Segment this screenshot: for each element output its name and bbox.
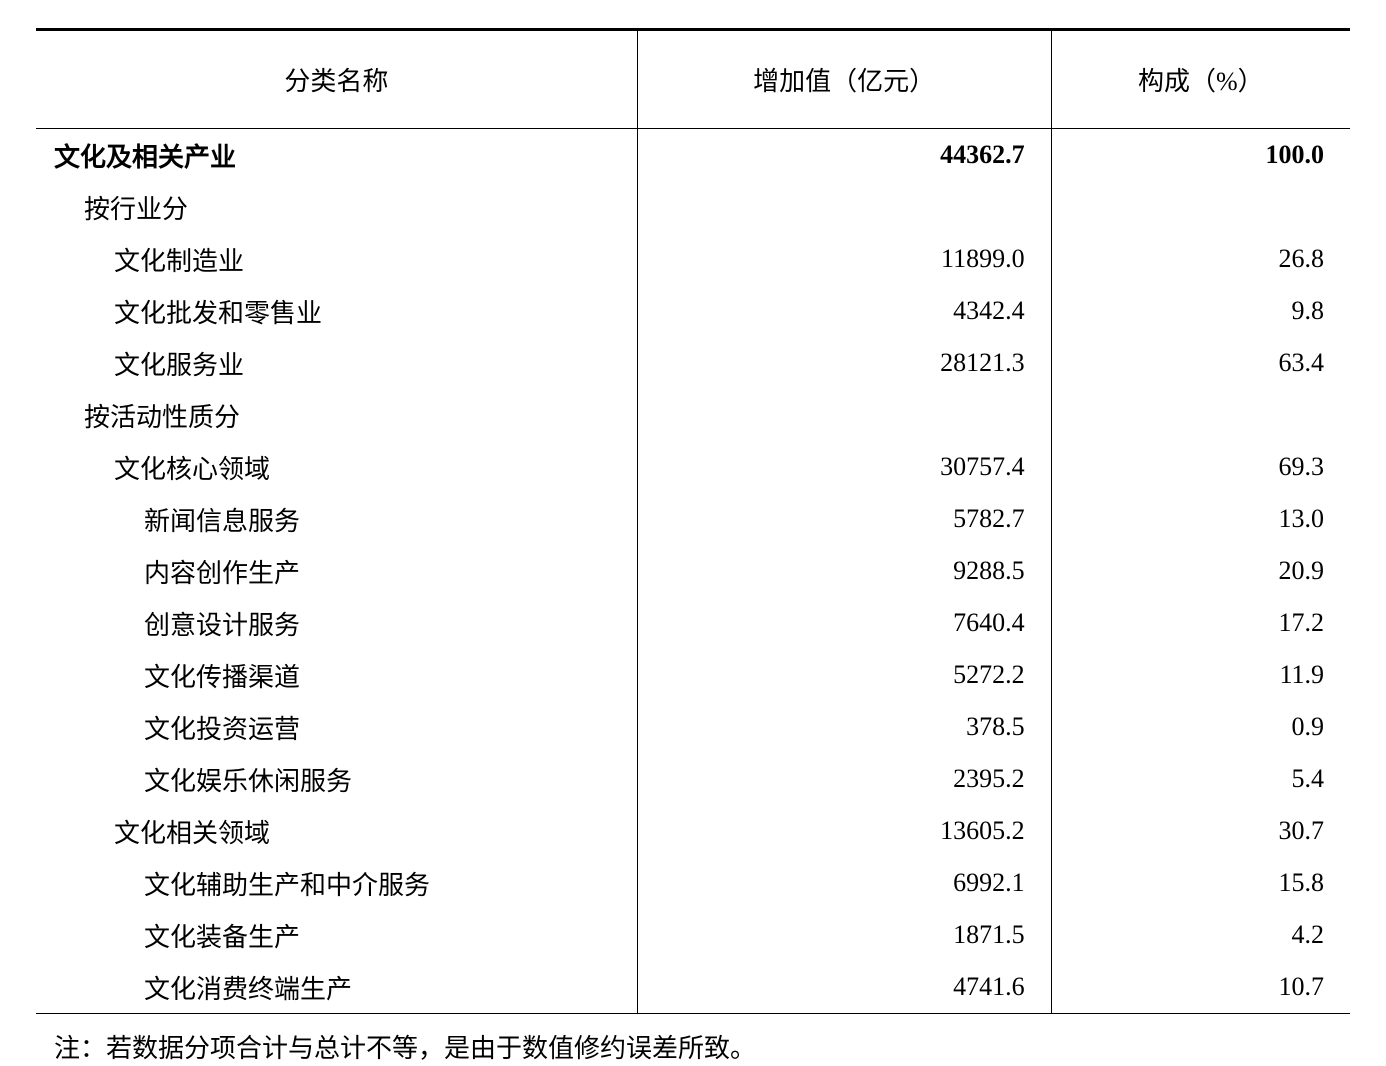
row-label: 文化及相关产业	[36, 137, 236, 174]
row-label: 文化装备生产	[36, 917, 300, 954]
cell-percent: 63.4	[1051, 337, 1350, 389]
cell-name: 文化投资运营	[36, 701, 637, 753]
cell-percent: 17.2	[1051, 597, 1350, 649]
cell-percent	[1051, 181, 1350, 233]
cell-percent: 13.0	[1051, 493, 1350, 545]
cell-name: 新闻信息服务	[36, 493, 637, 545]
table-row: 文化传播渠道 5272.211.9	[36, 649, 1350, 701]
cell-value: 2395.2	[637, 753, 1051, 805]
table-row: 新闻信息服务 5782.713.0	[36, 493, 1350, 545]
cell-percent: 20.9	[1051, 545, 1350, 597]
cell-value: 1871.5	[637, 909, 1051, 961]
row-label: 按活动性质分	[36, 397, 240, 434]
cell-percent: 11.9	[1051, 649, 1350, 701]
table-row: 文化相关领域 13605.230.7	[36, 805, 1350, 857]
table-row: 文化辅助生产和中介服务 6992.115.8	[36, 857, 1350, 909]
cell-name: 文化辅助生产和中介服务	[36, 857, 637, 909]
table-row: 文化娱乐休闲服务 2395.25.4	[36, 753, 1350, 805]
cell-name: 文化批发和零售业	[36, 285, 637, 337]
table-row: 文化投资运营 378.50.9	[36, 701, 1350, 753]
col-header-value: 增加值（亿元）	[637, 30, 1051, 129]
row-label: 文化相关领域	[36, 813, 270, 850]
cell-value: 5782.7	[637, 493, 1051, 545]
data-table: 分类名称 增加值（亿元） 构成（%） 文化及相关产业 44362.7100.0 按行…	[36, 28, 1350, 1014]
row-label: 文化核心领域	[36, 449, 270, 486]
cell-name: 文化装备生产	[36, 909, 637, 961]
row-label: 文化批发和零售业	[36, 293, 322, 330]
row-label: 文化服务业	[36, 345, 244, 382]
cell-name: 按活动性质分	[36, 389, 637, 441]
cell-percent: 5.4	[1051, 753, 1350, 805]
cell-name: 文化制造业	[36, 233, 637, 285]
cell-name: 文化及相关产业	[36, 129, 637, 182]
cell-value: 5272.2	[637, 649, 1051, 701]
cell-name: 文化相关领域	[36, 805, 637, 857]
cell-percent: 4.2	[1051, 909, 1350, 961]
footnote: 注：若数据分项合计与总计不等，是由于数值修约误差所致。	[36, 1014, 1350, 1065]
cell-name: 文化消费终端生产	[36, 961, 637, 1014]
cell-value: 13605.2	[637, 805, 1051, 857]
cell-value	[637, 181, 1051, 233]
row-label: 文化制造业	[36, 241, 244, 278]
cell-value: 6992.1	[637, 857, 1051, 909]
cell-percent: 100.0	[1051, 129, 1350, 182]
row-label: 文化娱乐休闲服务	[36, 761, 352, 798]
table-row: 按活动性质分	[36, 389, 1350, 441]
row-label: 内容创作生产	[36, 553, 300, 590]
table-row: 文化核心领域 30757.469.3	[36, 441, 1350, 493]
cell-name: 按行业分	[36, 181, 637, 233]
table-row: 文化及相关产业 44362.7100.0	[36, 129, 1350, 182]
cell-name: 创意设计服务	[36, 597, 637, 649]
table-row: 创意设计服务 7640.417.2	[36, 597, 1350, 649]
cell-value: 4741.6	[637, 961, 1051, 1014]
col-header-percent: 构成（%）	[1051, 30, 1350, 129]
table-row: 文化装备生产 1871.54.2	[36, 909, 1350, 961]
table-row: 按行业分	[36, 181, 1350, 233]
cell-name: 文化传播渠道	[36, 649, 637, 701]
row-label: 文化消费终端生产	[36, 969, 352, 1006]
table-header-row: 分类名称 增加值（亿元） 构成（%）	[36, 30, 1350, 129]
cell-percent: 26.8	[1051, 233, 1350, 285]
col-header-name: 分类名称	[36, 30, 637, 129]
table-body: 文化及相关产业44362.7100.0按行业分文化制造业11899.026.8文…	[36, 129, 1350, 1014]
cell-percent: 69.3	[1051, 441, 1350, 493]
cell-value: 7640.4	[637, 597, 1051, 649]
row-label: 文化辅助生产和中介服务	[36, 865, 430, 902]
cell-value: 28121.3	[637, 337, 1051, 389]
cell-percent: 9.8	[1051, 285, 1350, 337]
cell-percent: 15.8	[1051, 857, 1350, 909]
cell-percent	[1051, 389, 1350, 441]
row-label: 按行业分	[36, 189, 188, 226]
cell-name: 内容创作生产	[36, 545, 637, 597]
table-row: 文化消费终端生产 4741.610.7	[36, 961, 1350, 1014]
cell-value	[637, 389, 1051, 441]
table-row: 文化制造业 11899.026.8	[36, 233, 1350, 285]
cell-value: 11899.0	[637, 233, 1051, 285]
cell-percent: 10.7	[1051, 961, 1350, 1014]
cell-percent: 30.7	[1051, 805, 1350, 857]
table-row: 文化服务业 28121.363.4	[36, 337, 1350, 389]
cell-value: 44362.7	[637, 129, 1051, 182]
row-label: 新闻信息服务	[36, 501, 300, 538]
cell-value: 378.5	[637, 701, 1051, 753]
row-label: 文化传播渠道	[36, 657, 300, 694]
cell-name: 文化娱乐休闲服务	[36, 753, 637, 805]
cell-value: 9288.5	[637, 545, 1051, 597]
table-row: 文化批发和零售业 4342.49.8	[36, 285, 1350, 337]
cell-value: 30757.4	[637, 441, 1051, 493]
cell-value: 4342.4	[637, 285, 1051, 337]
cell-name: 文化服务业	[36, 337, 637, 389]
row-label: 文化投资运营	[36, 709, 300, 746]
cell-percent: 0.9	[1051, 701, 1350, 753]
page: 分类名称 增加值（亿元） 构成（%） 文化及相关产业 44362.7100.0 按行…	[0, 0, 1386, 1065]
table-row: 内容创作生产 9288.520.9	[36, 545, 1350, 597]
cell-name: 文化核心领域	[36, 441, 637, 493]
row-label: 创意设计服务	[36, 605, 300, 642]
